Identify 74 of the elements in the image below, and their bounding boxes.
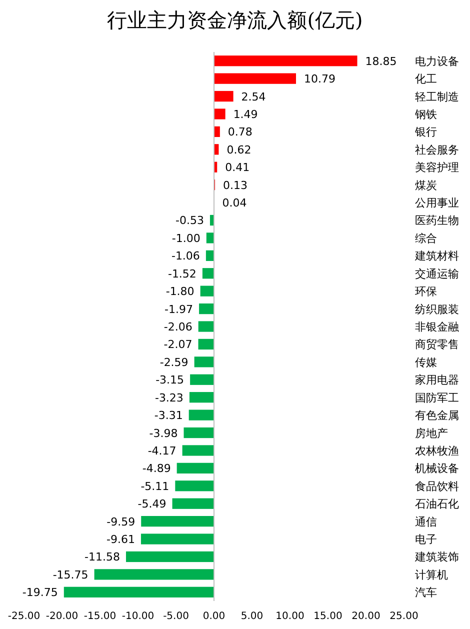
y-tick-label: 计算机	[415, 568, 448, 582]
data-label: -4.17	[148, 444, 176, 458]
y-tick-label: 石油石化	[415, 498, 459, 511]
data-label: -9.61	[106, 533, 135, 546]
y-tick-label: 商贸零售	[415, 338, 459, 352]
data-label: -1.52	[168, 267, 196, 280]
y-tick-label: 传媒	[415, 356, 437, 369]
data-label: 2.54	[241, 90, 266, 104]
y-tick-label: 国防军工	[415, 391, 459, 404]
data-label: 0.41	[225, 161, 250, 174]
x-tick-label: 0.00	[202, 611, 226, 622]
data-label: -4.89	[142, 462, 171, 476]
data-label: 18.85	[365, 54, 397, 68]
data-label: -15.75	[52, 568, 88, 582]
x-tick-label: -10.00	[122, 611, 154, 622]
x-tick-label: 10.00	[276, 611, 304, 622]
x-tick-label: -15.00	[84, 611, 116, 622]
y-tick-label: 有色金属	[415, 409, 459, 422]
y-tick-label: 农林牧渔	[415, 444, 459, 458]
data-label: 0.78	[228, 126, 252, 139]
y-tick-label: 公用事业	[415, 196, 459, 210]
y-tick-label: 纺织服装	[415, 302, 459, 316]
data-label: 10.79	[304, 72, 336, 86]
x-tick-label: -5.00	[163, 611, 189, 622]
y-tick-label: 环保	[415, 285, 437, 298]
data-label: -1.97	[164, 302, 194, 316]
y-tick-label: 家用电器	[415, 374, 459, 387]
data-label: -5.49	[138, 498, 166, 511]
data-label: 0.62	[226, 143, 252, 156]
y-tick-label: 食品饮料	[415, 480, 459, 493]
y-tick-label: 社会服务	[415, 143, 459, 156]
y-tick-label: 美容护理	[415, 161, 459, 174]
x-tick-label: -25.00	[8, 611, 40, 622]
y-tick-label: 建筑材料	[414, 250, 459, 263]
x-tick-label: 5.00	[240, 611, 264, 622]
data-label: -3.98	[149, 426, 178, 440]
y-tick-label: 建筑装饰	[414, 550, 459, 564]
data-label: -2.07	[164, 338, 192, 352]
data-label: -2.59	[160, 356, 188, 369]
data-label: -19.75	[22, 586, 58, 600]
data-label: -1.06	[171, 250, 200, 263]
y-tick-label: 综合	[415, 232, 437, 245]
data-label: -3.23	[154, 391, 184, 404]
data-label: -9.59	[106, 515, 136, 528]
y-tick-label: 医药生物	[415, 214, 459, 228]
y-tick-label: 电子	[415, 533, 437, 546]
data-label: 1.49	[233, 108, 258, 121]
y-tick-label: 银行	[414, 126, 437, 139]
data-label: 0.04	[222, 196, 247, 210]
y-tick-label: 通信	[415, 515, 437, 528]
y-tick-label: 轻工制造	[415, 90, 459, 104]
chart-title: 行业主力资金净流入额(亿元)	[107, 8, 363, 32]
y-tick-label: 煤炭	[415, 178, 437, 192]
data-label: -3.31	[154, 409, 183, 422]
x-tick-label: -20.00	[46, 611, 78, 622]
y-tick-label: 机械设备	[415, 462, 459, 476]
data-label: -1.80	[166, 285, 194, 298]
x-tick-label: 15.00	[314, 611, 342, 622]
data-label: -11.58	[84, 550, 120, 564]
x-tick-label: 25.00	[390, 611, 418, 622]
y-tick-label: 钢铁	[414, 108, 437, 121]
data-label: -0.53	[176, 214, 204, 228]
y-tick-label: 非银金融	[415, 320, 459, 334]
y-tick-label: 房地产	[415, 426, 448, 440]
y-tick-label: 电力设备	[415, 54, 459, 68]
x-tick-label: 20.00	[352, 611, 380, 622]
y-tick-label: 化工	[415, 72, 437, 86]
y-tick-label: 交通运输	[415, 267, 459, 280]
y-tick-label: 汽车	[415, 586, 437, 600]
data-label: 0.13	[222, 178, 248, 192]
data-label: -5.11	[140, 480, 170, 493]
data-label: -2.06	[164, 320, 192, 334]
data-label: -1.00	[172, 232, 200, 245]
data-label: -3.15	[156, 374, 184, 387]
